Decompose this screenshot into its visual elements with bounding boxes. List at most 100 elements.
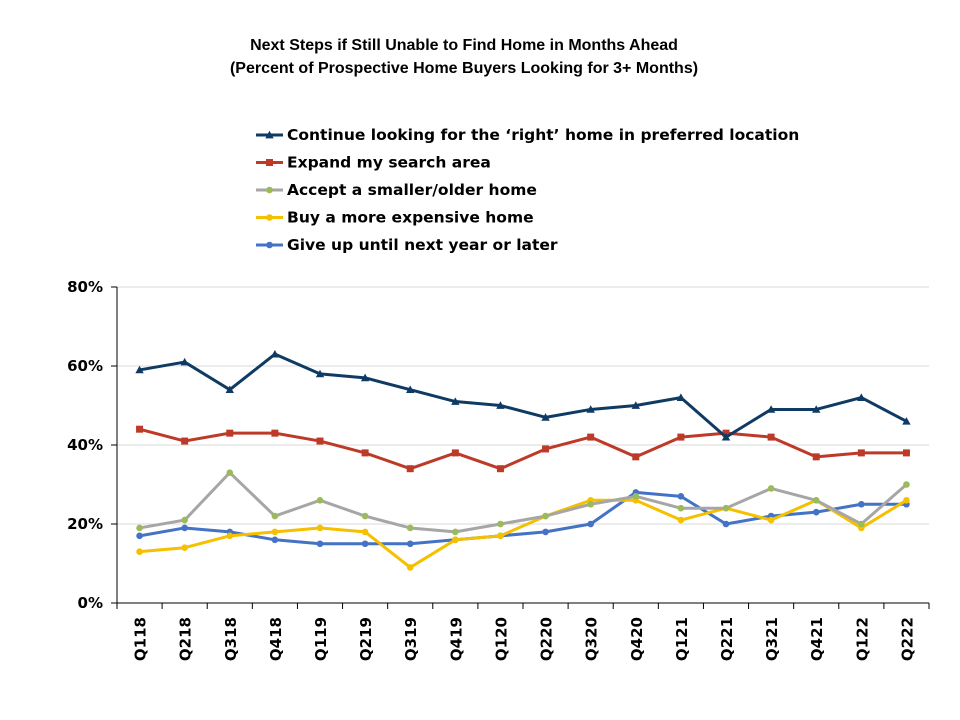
data-point <box>766 405 776 413</box>
data-point <box>226 469 234 476</box>
data-point <box>496 465 504 473</box>
data-point <box>541 413 550 421</box>
data-point <box>857 393 866 401</box>
data-point <box>587 500 594 508</box>
data-point <box>812 453 820 461</box>
data-point <box>136 548 143 555</box>
data-point <box>406 385 415 394</box>
series-1 <box>135 349 911 441</box>
legend-label: Accept a smaller/older home <box>287 181 537 199</box>
data-point <box>271 528 279 536</box>
data-point <box>136 532 143 540</box>
legend-label: Expand my search area <box>287 154 491 172</box>
data-point <box>721 432 731 441</box>
data-point <box>452 528 459 536</box>
y-tick-label: 60% <box>67 357 103 375</box>
x-tick-label: Q319 <box>402 617 420 661</box>
data-point <box>587 433 595 441</box>
data-point <box>631 401 640 409</box>
data-point <box>676 393 686 401</box>
x-tick-label: Q120 <box>492 617 510 661</box>
data-point <box>677 433 685 441</box>
x-tick-label: Q421 <box>808 617 826 661</box>
data-point <box>406 465 414 473</box>
data-point <box>315 369 325 378</box>
data-point <box>226 532 234 540</box>
x-tick-label: Q320 <box>583 617 601 661</box>
data-point <box>136 425 144 433</box>
data-point <box>496 401 505 409</box>
legend-label: Give up until next year or later <box>287 236 558 254</box>
data-point <box>360 373 370 382</box>
legend-swatch-marker <box>266 159 273 166</box>
data-point <box>767 485 775 492</box>
series-2 <box>136 425 910 473</box>
x-tick-label: Q420 <box>628 617 646 661</box>
series-3 <box>136 469 910 536</box>
x-tick-label: Q218 <box>177 617 195 661</box>
series-line <box>139 471 908 534</box>
series-line <box>139 427 907 471</box>
data-point <box>632 493 640 500</box>
data-point <box>451 397 460 405</box>
x-tick-label: Q221 <box>718 617 736 661</box>
data-point <box>361 528 369 536</box>
legend-label: Continue looking for the ‘right’ home in… <box>287 126 799 144</box>
legend-item: Expand my search area <box>256 154 491 172</box>
x-tick-label: Q418 <box>267 617 285 661</box>
data-point <box>136 524 143 532</box>
data-point <box>270 349 280 358</box>
series-line <box>139 498 908 569</box>
y-tick-label: 0% <box>78 594 103 612</box>
data-point <box>858 500 865 508</box>
y-tick-label: 40% <box>67 436 103 454</box>
legend-swatch-marker <box>266 241 273 249</box>
data-point <box>857 449 865 457</box>
legend-item: Give up until next year or later <box>256 236 558 254</box>
data-point <box>361 512 369 520</box>
data-point <box>858 520 865 528</box>
data-point <box>181 516 188 524</box>
series-line <box>139 352 908 439</box>
data-point <box>180 357 189 366</box>
x-tick-label: Q321 <box>763 617 781 661</box>
data-point <box>316 497 324 504</box>
chart-title: Next Steps if Still Unable to Find Home … <box>250 37 678 54</box>
data-point <box>181 524 188 532</box>
legend-swatch-marker <box>265 130 274 139</box>
data-point <box>316 437 324 445</box>
data-point <box>226 429 234 437</box>
data-point <box>361 540 369 548</box>
data-point <box>225 385 234 394</box>
x-tick-label: Q122 <box>853 617 871 661</box>
axes: 0% 20% 40% 60% 80% Q118 Q218 Q318 Q418 Q119 Q219 Q3… <box>67 278 930 661</box>
data-point <box>902 417 911 425</box>
x-tick-label: Q419 <box>447 617 465 661</box>
data-point <box>586 405 595 413</box>
legend-swatch-marker <box>266 214 273 221</box>
y-tick-label: 80% <box>67 278 103 296</box>
data-point <box>812 508 820 516</box>
legend-item: Accept a smaller/older home <box>256 181 537 199</box>
data-point <box>316 540 324 548</box>
legend: Continue looking for the ‘right’ home in… <box>256 126 799 254</box>
legend-item: Buy a more expensive home <box>256 209 534 227</box>
data-point <box>542 445 550 453</box>
data-point <box>587 520 594 528</box>
x-tick-label: Q118 <box>132 617 150 661</box>
data-point <box>181 544 188 551</box>
x-tick-label: Q119 <box>312 617 330 661</box>
data-point <box>542 528 549 536</box>
data-point <box>361 449 369 457</box>
data-point <box>903 481 910 488</box>
legend-item: Continue looking for the ‘right’ home in… <box>256 126 799 144</box>
data-point <box>677 493 685 500</box>
data-point <box>271 429 279 437</box>
data-point <box>271 512 279 520</box>
data-point <box>452 536 459 544</box>
gridlines <box>117 286 929 525</box>
data-point <box>451 449 459 457</box>
data-point <box>271 536 279 544</box>
data-point <box>542 512 549 520</box>
